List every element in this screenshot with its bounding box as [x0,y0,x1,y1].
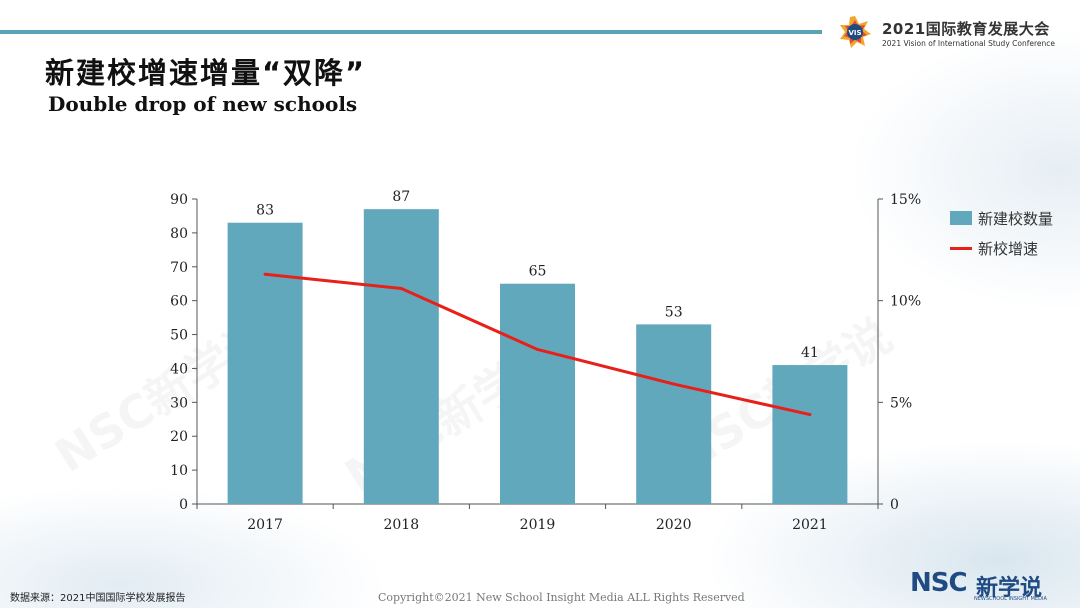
bar-value-label: 41 [801,345,819,361]
growth-rate-point [808,413,812,417]
legend-swatch-line [950,247,972,250]
y-left-tick-label: 70 [170,260,188,276]
bar-value-label: 65 [529,264,547,280]
vis-logo-icon: VIS [840,16,871,48]
legend-label-bars: 新建校数量 [978,210,1054,228]
bar-value-label: 87 [392,189,410,205]
copyright: Copyright©2021 New School Insight Media … [378,591,745,604]
conference-title: 2021国际教育发展大会 [882,20,1050,38]
x-tick-label: 2017 [247,517,283,533]
x-tick-label: 2019 [520,517,556,533]
brand-sub: NEWSCHOOL INSIGHT MEDIA [974,596,1047,602]
y-left-tick-label: 0 [179,497,188,513]
slide-title: 新建校增速增量“双降” [45,56,367,90]
y-left-tick-label: 20 [170,429,188,445]
bar [500,283,575,504]
y-left-tick-label: 90 [170,192,188,208]
y-left-tick-label: 30 [170,395,188,411]
y-left-tick-label: 50 [170,328,188,344]
bar [363,209,439,504]
conference-subtitle: 2021 Vision of International Study Confe… [882,39,1055,48]
y-left-tick-label: 10 [170,463,188,479]
x-tick-label: 2021 [792,517,828,533]
growth-rate-point [536,347,539,351]
y-left-tick-label: 40 [170,361,188,377]
y-left-tick-label: 80 [170,226,188,242]
legend-swatch-bars [950,211,972,225]
growth-rate-point [263,272,267,276]
brand-main: NSC [910,568,968,598]
brand-cn: 新学说 [976,576,1043,601]
y-right-tick-label: 10% [890,294,921,310]
bar [227,222,303,504]
data-source: 数据来源：2021中国国际学校发展报告 [10,593,186,604]
conference-logo: VIS 2021国际教育发展大会 2021 Vision of Internat… [836,12,1066,52]
bar [636,324,712,504]
y-right-tick-label: 5% [890,395,912,411]
bar [772,365,848,504]
legend-label-line: 新校增速 [978,240,1039,258]
x-tick-label: 2020 [656,517,692,533]
brand-logo: NSC 新学说 NEWSCHOOL INSIGHT MEDIA [910,568,1070,602]
header-accent-bar [0,30,822,34]
growth-rate-point [399,286,403,290]
y-left-tick-label: 60 [170,294,188,310]
y-right-tick-label: 15% [890,192,921,208]
y-right-tick-label: 0 [890,497,899,513]
x-tick-label: 2018 [383,517,419,533]
slide-subtitle: Double drop of new schools [48,92,358,116]
vis-logo-text: VIS [848,29,861,37]
bar-value-label: 53 [665,304,683,320]
bar-value-label: 83 [256,203,274,219]
growth-rate-point [672,382,676,386]
